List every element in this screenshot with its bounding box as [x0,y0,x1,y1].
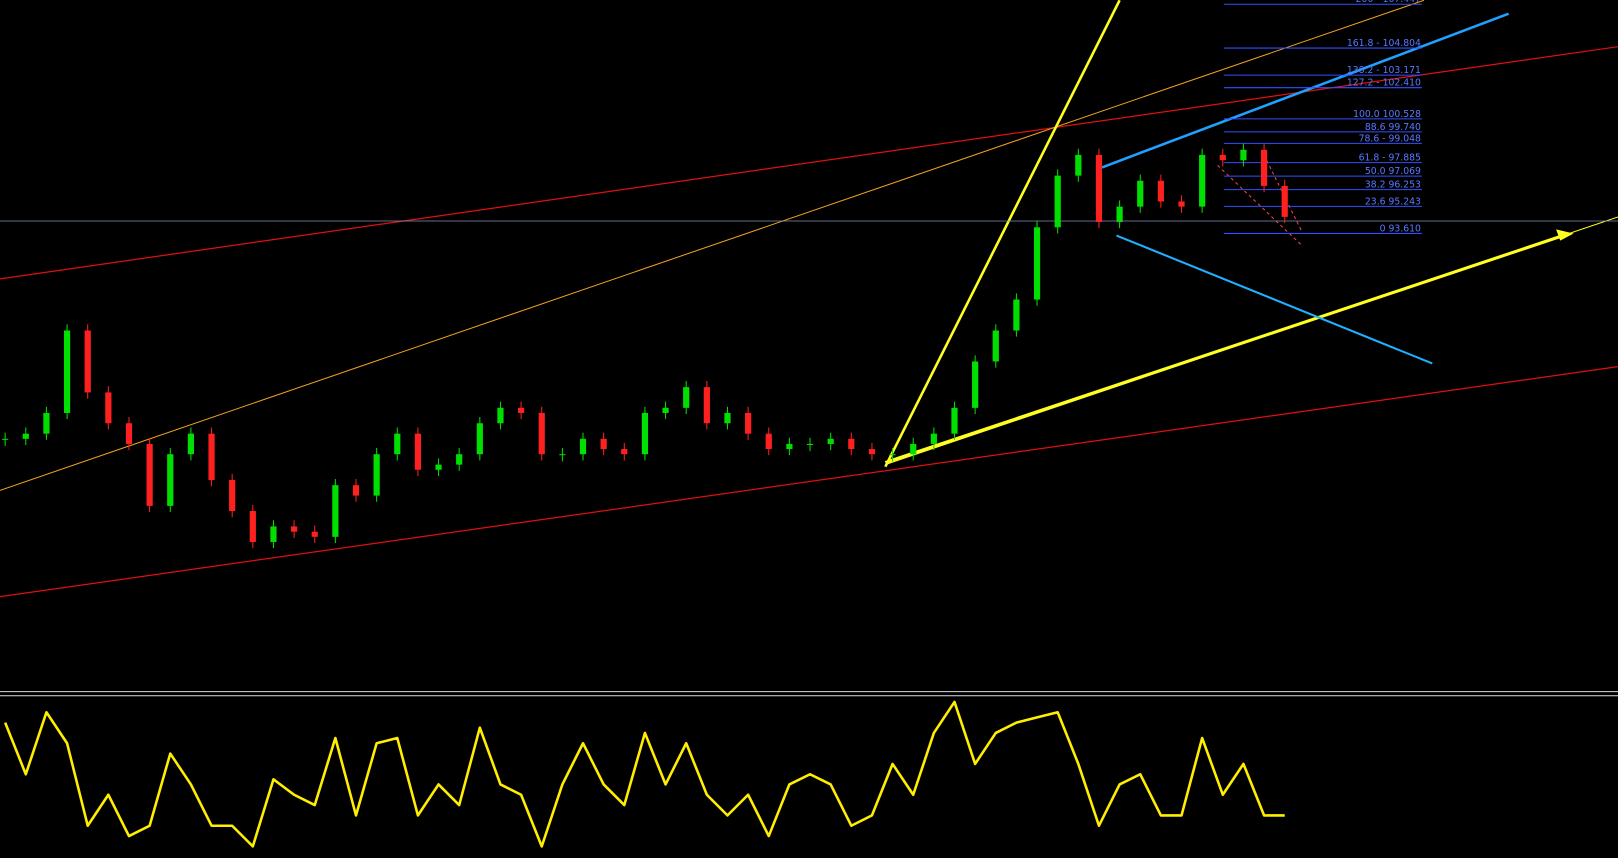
candle-body [972,361,979,408]
fib-label: 161.8 - 104.804 [1347,38,1421,49]
candle-body [249,511,256,542]
candle-body [579,438,587,455]
candle-body [43,412,50,434]
candle-body [290,526,298,532]
candle-body [1157,180,1164,202]
candle-body [394,433,401,455]
candle-body [889,454,896,456]
candle-body [352,485,360,496]
candle-body [745,412,752,434]
candle-body [1281,185,1288,217]
candle-body [476,423,483,455]
candle-body [229,480,236,512]
candle-body [84,330,91,393]
candle-body [187,433,194,455]
candle-body [208,433,215,481]
trend-line [884,0,1121,468]
candle-body [662,407,669,413]
candle-body [868,449,876,455]
fib-label: 200 - 107.447 [1356,0,1421,5]
candle-body [910,443,917,455]
candle-body [1116,206,1123,223]
fib-label: 38.2 96.253 [1365,180,1421,191]
trend-line [0,46,1618,280]
candle-body [497,407,504,424]
fib-label: 138.2 - 103.171 [1347,65,1421,76]
arrow-head [1556,229,1574,241]
candle-body [724,412,731,424]
candle-body [2,438,9,440]
candle-body [827,438,834,444]
candle-body [951,407,958,434]
candle-body [1240,149,1247,161]
candle-body [373,454,380,496]
candle-body [1075,154,1082,176]
candle-body [992,330,999,362]
candle-body [641,412,649,455]
candle-body [1137,180,1144,207]
candle-body [1013,299,1020,331]
candle-body [332,485,339,537]
trend-line [0,0,1425,491]
candle-body [435,464,442,470]
candle-body [146,443,153,506]
trend-arrow [884,234,1564,465]
candle-body [125,423,133,444]
candle-body [848,438,855,450]
candle-body [703,387,710,424]
candle-body [806,443,814,445]
candle-body [270,526,277,542]
candle-body [22,433,29,439]
candle-body [559,454,566,456]
fib-label: 50.0 97.069 [1365,166,1421,177]
candle-body [1178,201,1185,207]
candle-body [538,412,545,455]
candle-body [456,454,463,465]
oscillator-line [3,700,1285,848]
candle-body [1260,149,1268,186]
candle-body [1095,154,1103,223]
candle-body [105,392,112,424]
candle-body [786,443,793,450]
fib-label: 127.2 - 102.410 [1347,78,1421,89]
fib-label: 88.6 99.740 [1365,122,1421,133]
candle-body [1219,154,1226,161]
drawings [0,0,1618,697]
fib-label: 23.6 95.243 [1365,196,1421,207]
candle-body [930,433,937,444]
candle-body [683,387,690,408]
fib-label: 0 93.610 [1380,223,1421,234]
fib-label: 78.6 - 99.048 [1359,133,1421,144]
candle-body [1054,175,1061,228]
trend-line [0,365,1618,598]
candle-body [600,438,607,450]
dashed-line [1217,164,1303,247]
candle-body [1199,154,1206,207]
candle-body [414,433,422,470]
candle-body [765,433,772,450]
candle-body [1033,227,1041,300]
candle-body [518,407,525,413]
candle-body [167,454,174,506]
channel-line [1101,12,1510,169]
fib-label: 100.0 100.528 [1353,109,1421,120]
fib-label: 61.8 - 97.885 [1359,153,1421,164]
dashed-line [1263,154,1303,233]
candle-body [311,531,318,537]
candle-body [621,449,628,455]
channel-line [1116,234,1433,365]
candle-body [63,330,71,413]
